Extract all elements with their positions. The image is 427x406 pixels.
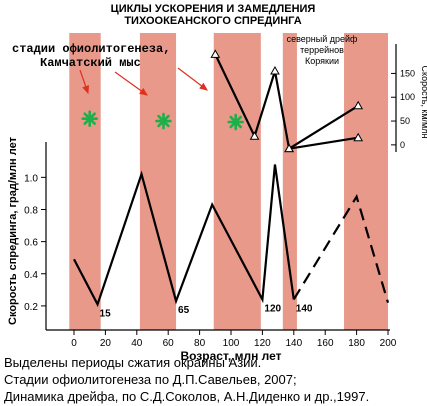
shaded-period-2 [139, 33, 177, 330]
x-tick-label-160: 160 [317, 338, 334, 349]
y2-axis-label: Скорость, км/млн [420, 66, 427, 139]
series-line-4 [288, 136, 359, 150]
x-tick-label-140: 140 [285, 338, 302, 349]
star-icon-3 [227, 113, 245, 131]
triangle-marker-s3-5 [353, 100, 364, 110]
triangle-marker-s3-1 [210, 49, 221, 58]
caption-line-3: Динамика дрейфа, по С.Д.Соколов, А.Н.Дид… [4, 389, 370, 404]
y-tick-label-2: 0.6 [24, 238, 38, 249]
series-line-2 [292, 193, 390, 303]
caption-line-1: Выделены периоды сжатия окраины Азии. [4, 355, 262, 370]
y2-tick-label-0: 0 [400, 140, 405, 150]
y-tick-label-1: 0.4 [24, 270, 38, 281]
min-label-15: 15 [100, 308, 112, 319]
y-tick-label-0: 0.2 [24, 302, 38, 313]
x-tick-label-180: 180 [348, 338, 365, 349]
star-icon-2 [155, 112, 172, 130]
x-tick-label-0: 0 [71, 338, 77, 349]
chart-title-line-1: ЦИКЛЫ УСКОРЕНИЯ И ЗАМЕДЛЕНИЯ [111, 3, 316, 15]
x-tick-label-60: 60 [163, 338, 175, 349]
x-tick-label-100: 100 [223, 338, 240, 349]
annotations: стадии офиолитогенеза,Камчатский мыс севе… [12, 34, 358, 96]
annotation-ophiolite-line-2: Камчатский мыс [40, 56, 141, 70]
shaded-period-5 [344, 33, 388, 330]
shaded-periods [69, 33, 388, 330]
annotation-drift-line-2: террейнов [300, 45, 344, 55]
triangle-marker-s3-2 [249, 131, 260, 140]
star-icon-1 [81, 110, 98, 127]
caption-line-2: Стадии офиолитогенеза по Д.П.Савельев, 2… [4, 372, 297, 387]
annotation-arrow-1 [79, 69, 90, 95]
x-tick-label-120: 120 [254, 338, 271, 349]
y-tick-label-4: 1.0 [24, 173, 38, 184]
annotation-drift-line-3: Корякии [305, 56, 339, 66]
star-ray-3-4 [229, 115, 242, 129]
annotation-ophiolite-line-1: стадии офиолитогенеза, [12, 42, 170, 56]
x-tick-label-40: 40 [131, 338, 143, 349]
y2-tick-label-150: 150 [400, 68, 415, 78]
x-tick-label-200: 200 [380, 338, 397, 349]
star-ray-1-4 [83, 112, 96, 125]
triangle-marker-s4-1 [284, 143, 294, 153]
triangle-marker-s4-2 [353, 132, 364, 142]
annotation-drift-line-1: северный дрейф [287, 34, 358, 44]
x-tick-label-80: 80 [194, 338, 206, 349]
triangle-marker-s3-3 [270, 66, 280, 75]
annotation-arrow-2 [114, 71, 148, 96]
annotation-arrow-3 [177, 67, 208, 91]
chart-title-line-2: ТИХООКЕАНСКОГО СПРЕДИНГА [124, 15, 301, 27]
y2-tick-label-50: 50 [400, 116, 410, 126]
y-axis-label: Скорость спрединга, град/млн лет [7, 136, 19, 325]
y-tick-label-3: 0.8 [24, 205, 38, 216]
shaded-period-4 [282, 33, 297, 330]
shaded-period-1 [69, 33, 101, 330]
x-axis-label: Возраст, млн лет [180, 349, 281, 363]
min-label-140: 140 [296, 303, 313, 314]
axes [41, 44, 397, 335]
star-ray-2-4 [157, 114, 170, 128]
y2-tick-label-100: 100 [400, 92, 415, 102]
min-label-120: 120 [264, 303, 281, 314]
series-markers [81, 49, 364, 153]
min-label-65: 65 [178, 305, 190, 316]
series-line-1 [73, 164, 295, 308]
x-tick-label-20: 20 [100, 338, 112, 349]
chart-labels: ЦИКЛЫ УСКОРЕНИЯ И ЗАМЕДЛЕНИЯТИХООКЕАНСКО… [7, 3, 427, 363]
